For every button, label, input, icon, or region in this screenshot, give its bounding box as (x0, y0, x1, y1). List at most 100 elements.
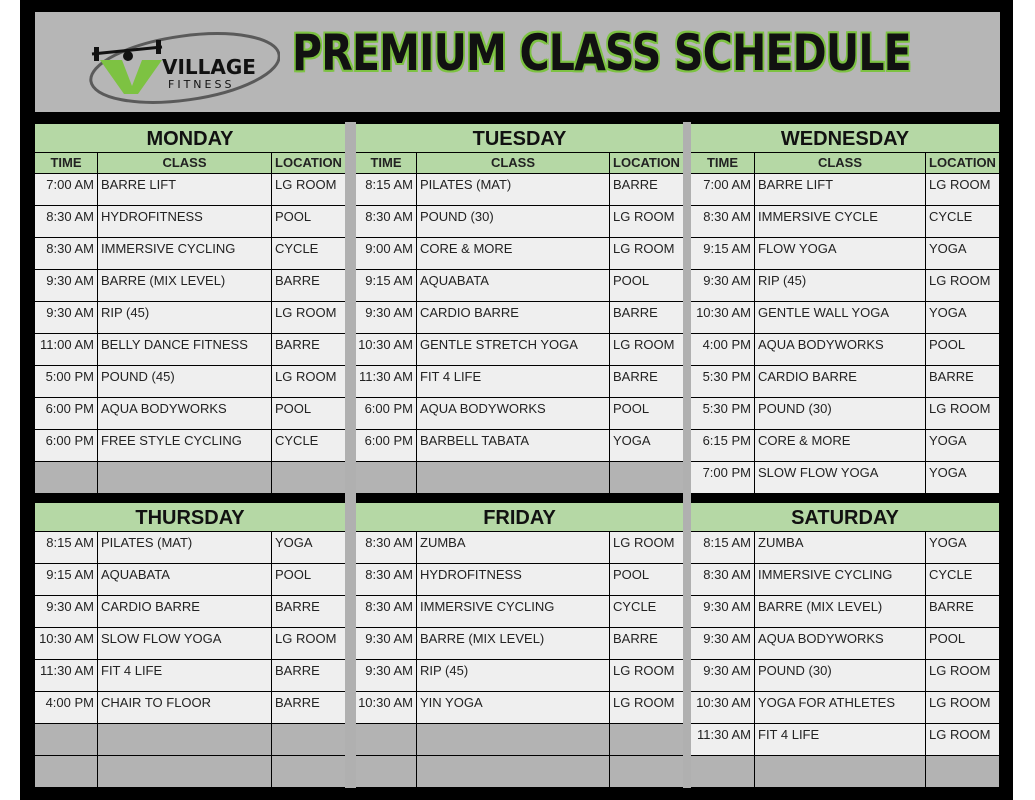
class-name: PILATES (MAT) (417, 174, 609, 205)
empty-cell (98, 724, 271, 755)
class-time: 9:30 AM (35, 596, 97, 627)
class-name: AQUA BODYWORKS (755, 334, 925, 365)
class-location: YOGA (926, 462, 999, 493)
column-header-time: TIME (356, 153, 416, 173)
class-location: LG ROOM (926, 270, 999, 301)
column-header-time: TIME (691, 153, 754, 173)
class-time: 10:30 AM (35, 628, 97, 659)
column-divider (683, 122, 691, 788)
empty-cell (755, 756, 925, 787)
class-time: 10:30 AM (691, 692, 754, 723)
class-name: HYDROFITNESS (417, 564, 609, 595)
class-time: 7:00 AM (35, 174, 97, 205)
day-heading: FRIDAY (356, 503, 683, 531)
class-time: 9:30 AM (35, 302, 97, 333)
column-header-time: TIME (35, 153, 97, 173)
class-location: YOGA (926, 532, 999, 563)
class-location: LG ROOM (272, 302, 345, 333)
class-time: 8:15 AM (35, 532, 97, 563)
class-location: LG ROOM (610, 532, 683, 563)
class-name: RIP (45) (755, 270, 925, 301)
column-header-location: LOCATION (610, 153, 683, 173)
class-time: 9:30 AM (691, 596, 754, 627)
class-time: 9:30 AM (691, 628, 754, 659)
empty-cell (35, 756, 97, 787)
column-divider (345, 122, 356, 788)
class-time: 10:30 AM (356, 692, 416, 723)
day-heading: TUESDAY (356, 124, 683, 152)
class-time: 8:30 AM (356, 564, 416, 595)
class-name: ZUMBA (755, 532, 925, 563)
class-location: YOGA (926, 238, 999, 269)
class-time: 8:30 AM (356, 206, 416, 237)
empty-cell (272, 724, 345, 755)
empty-cell (926, 756, 999, 787)
class-name: YOGA FOR ATHLETES (755, 692, 925, 723)
class-name: FIT 4 LIFE (755, 724, 925, 755)
class-name: RIP (45) (417, 660, 609, 691)
class-name: BARBELL TABATA (417, 430, 609, 461)
class-name: SLOW FLOW YOGA (98, 628, 271, 659)
column-header-class: CLASS (417, 153, 609, 173)
class-name: FREE STYLE CYCLING (98, 430, 271, 461)
class-name: BARRE (MIX LEVEL) (417, 628, 609, 659)
class-time: 8:30 AM (356, 532, 416, 563)
empty-cell (98, 462, 271, 493)
empty-cell (417, 724, 609, 755)
class-time: 6:15 PM (691, 430, 754, 461)
class-name: POUND (30) (755, 398, 925, 429)
day-panel-monday: MONDAY TIME CLASS LOCATION 7:00 AM BARRE LIFT… (35, 124, 345, 493)
empty-cell (691, 756, 754, 787)
class-time: 8:15 AM (356, 174, 416, 205)
class-location: LG ROOM (610, 660, 683, 691)
class-location: POOL (610, 398, 683, 429)
empty-cell (417, 756, 609, 787)
empty-cell (356, 756, 416, 787)
class-location: CYCLE (272, 238, 345, 269)
empty-cell (272, 462, 345, 493)
class-name: POUND (30) (755, 660, 925, 691)
svg-text:FITNESS: FITNESS (168, 78, 234, 91)
class-name: FIT 4 LIFE (98, 660, 271, 691)
day-heading: THURSDAY (35, 503, 345, 531)
class-location: BARRE (272, 660, 345, 691)
class-location: YOGA (272, 532, 345, 563)
class-location: LG ROOM (610, 334, 683, 365)
class-location: LG ROOM (272, 628, 345, 659)
class-location: POOL (272, 564, 345, 595)
class-time: 8:15 AM (691, 532, 754, 563)
class-location: YOGA (926, 430, 999, 461)
class-time: 4:00 PM (691, 334, 754, 365)
class-time: 8:30 AM (356, 596, 416, 627)
class-time: 9:15 AM (35, 564, 97, 595)
class-name: BARRE (MIX LEVEL) (755, 596, 925, 627)
class-location: BARRE (610, 366, 683, 397)
class-name: AQUA BODYWORKS (755, 628, 925, 659)
column-header-class: CLASS (755, 153, 925, 173)
column-header-location: LOCATION (926, 153, 999, 173)
class-name: CARDIO BARRE (417, 302, 609, 333)
empty-cell (272, 756, 345, 787)
class-location: CYCLE (610, 596, 683, 627)
class-time: 7:00 PM (691, 462, 754, 493)
class-name: PILATES (MAT) (98, 532, 271, 563)
header-banner: VILLAGE FITNESS (35, 12, 1000, 112)
village-fitness-logo: VILLAGE FITNESS (89, 32, 280, 104)
class-location: POOL (610, 270, 683, 301)
class-time: 9:30 AM (356, 660, 416, 691)
class-name: CARDIO BARRE (98, 596, 271, 627)
class-location: CYCLE (272, 430, 345, 461)
class-name: AQUA BODYWORKS (98, 398, 271, 429)
day-heading: MONDAY (35, 124, 345, 152)
class-time: 8:30 AM (691, 564, 754, 595)
day-heading: SATURDAY (691, 503, 999, 531)
class-time: 5:30 PM (691, 366, 754, 397)
class-time: 10:30 AM (691, 302, 754, 333)
class-name: IMMERSIVE CYCLE (755, 206, 925, 237)
class-name: BARRE (MIX LEVEL) (98, 270, 271, 301)
class-name: FIT 4 LIFE (417, 366, 609, 397)
class-time: 11:30 AM (35, 660, 97, 691)
empty-cell (35, 462, 97, 493)
class-time: 11:00 AM (35, 334, 97, 365)
class-time: 5:30 PM (691, 398, 754, 429)
